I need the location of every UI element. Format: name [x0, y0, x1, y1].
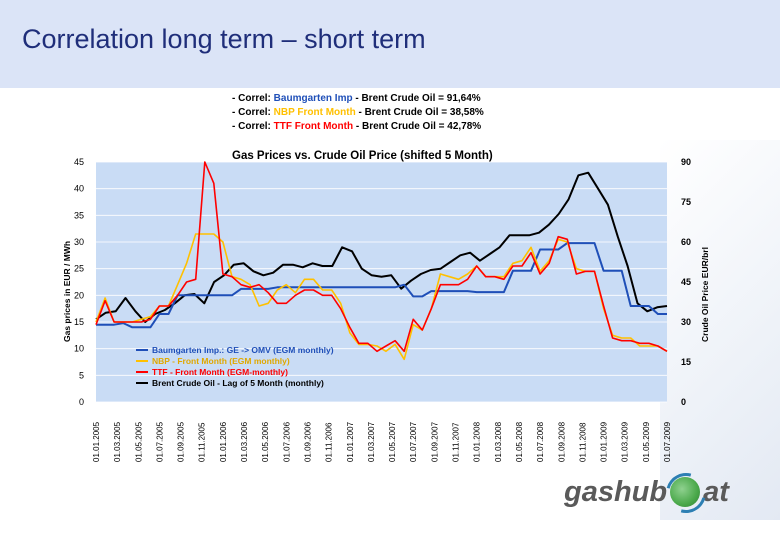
legend-label: TTF - Front Month (EGM-monthly)	[152, 367, 288, 377]
x-tick-label: 01.05.2006	[261, 421, 270, 462]
logo-text-right: at	[703, 475, 729, 508]
x-tick-label: 01.09.2005	[177, 421, 186, 462]
x-tick-label: 01.01.2007	[346, 421, 355, 462]
x-tick-label: 01.09.2008	[557, 421, 566, 462]
correlation-line: - Correl: Baumgarten Imp - Brent Crude O…	[232, 93, 481, 104]
x-tick-label: 01.11.2008	[578, 422, 587, 462]
correlation-prefix: - Correl:	[232, 107, 274, 118]
correlation-line: - Correl: NBP Front Month - Brent Crude …	[232, 107, 484, 118]
chart-title: Gas Prices vs. Crude Oil Price (shifted …	[232, 150, 493, 162]
y-tick-label-right: 15	[681, 357, 691, 367]
y-tick-label-left: 0	[79, 397, 84, 407]
y-tick-label-right: 90	[681, 157, 691, 167]
y-axis-label-left: Gas prices in EUR / MWh	[62, 241, 72, 342]
y-tick-label-left: 5	[79, 370, 84, 380]
gashub-logo: gashub at	[564, 465, 729, 521]
y-tick-label-left: 25	[74, 264, 84, 274]
x-tick-label: 01.09.2006	[303, 421, 312, 462]
correlation-line: - Correl: TTF Front Month - Brent Crude …	[232, 121, 481, 132]
correlation-series-name: NBP Front Month	[274, 107, 356, 118]
slide-header: Correlation long term – short term	[0, 0, 780, 88]
legend-label: Brent Crude Oil - Lag of 5 Month (monthl…	[152, 378, 324, 388]
x-tick-label: 01.03.2006	[240, 421, 249, 462]
y-tick-label-left: 35	[74, 210, 84, 220]
x-tick-label: 01.07.2008	[536, 421, 545, 462]
y-tick-label-left: 10	[74, 344, 84, 354]
x-tick-label: 01.11.2006	[325, 422, 334, 462]
decorative-background	[660, 140, 780, 520]
correlation-value: - Brent Crude Oil = 38,58%	[356, 107, 484, 118]
x-tick-label: 01.05.2007	[388, 421, 397, 462]
y-tick-label-right: 60	[681, 237, 691, 247]
x-tick-label: 01.07.2009	[663, 421, 672, 462]
x-tick-label: 01.07.2006	[282, 421, 291, 462]
x-tick-label: 01.11.2007	[452, 422, 461, 462]
y-tick-label-left: 45	[74, 157, 84, 167]
x-tick-label: 01.03.2005	[113, 421, 122, 462]
x-tick-label: 01.05.2008	[515, 421, 524, 462]
correlation-value: - Brent Crude Oil = 91,64%	[353, 93, 481, 104]
x-tick-label: 01.07.2005	[155, 421, 164, 462]
y-tick-label-left: 20	[74, 290, 84, 300]
correlation-prefix: - Correl:	[232, 93, 274, 104]
x-tick-label: 01.03.2008	[494, 421, 503, 462]
x-tick-label: 01.01.2006	[219, 421, 228, 462]
x-tick-label: 01.03.2009	[621, 421, 630, 462]
legend-label: NBP - Front Month (EGM monthly)	[152, 356, 290, 366]
y-tick-label-left: 40	[74, 184, 84, 194]
x-tick-label: 01.11.2005	[198, 422, 207, 462]
y-tick-label-left: 15	[74, 317, 84, 327]
correlation-series-name: Baumgarten Imp	[274, 93, 353, 104]
correlation-series-name: TTF Front Month	[274, 121, 353, 132]
series-line	[95, 161, 668, 353]
y-tick-label-right: 75	[681, 197, 691, 207]
y-tick-label-right: 30	[681, 317, 691, 327]
y-tick-label-right: 0	[681, 397, 686, 407]
plot-area	[96, 162, 667, 402]
correlation-prefix: - Correl:	[232, 121, 274, 132]
x-tick-label: 01.03.2007	[367, 421, 376, 462]
x-tick-label: 01.09.2007	[430, 421, 439, 462]
logo-text-left: gashub	[564, 475, 668, 508]
legend-label: Baumgarten Imp.: GE -> OMV (EGM monthly)	[152, 345, 334, 355]
slide-title: Correlation long term – short term	[22, 24, 426, 54]
x-tick-label: 01.05.2005	[134, 421, 143, 462]
series-line	[96, 242, 667, 329]
x-tick-label: 01.07.2007	[409, 421, 418, 462]
x-tick-label: 01.01.2005	[92, 421, 101, 462]
correlation-value: - Brent Crude Oil = 42,78%	[353, 121, 481, 132]
y-axis-label-right: Crude Oil Price EUR/brl	[700, 247, 710, 342]
x-tick-label: 01.05.2009	[642, 421, 651, 462]
x-tick-label: 01.01.2008	[473, 421, 482, 462]
globe-icon	[658, 465, 714, 521]
y-tick-label-left: 30	[74, 237, 84, 247]
y-tick-label-right: 45	[681, 277, 691, 287]
x-tick-label: 01.01.2009	[600, 421, 609, 462]
